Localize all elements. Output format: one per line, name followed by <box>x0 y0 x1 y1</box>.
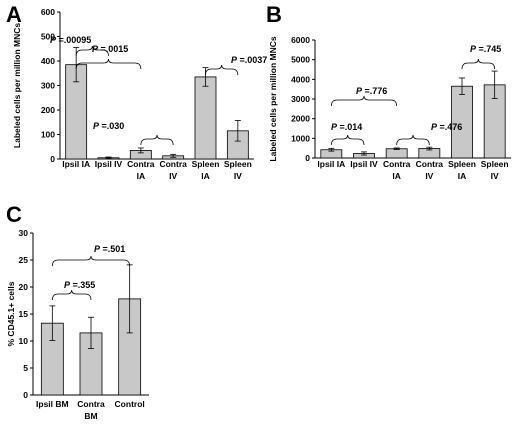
y-tick-label: 0 <box>23 390 28 400</box>
y-axis-label: % CD45.1+ cells <box>6 281 16 346</box>
p-value-label: P =.0015 <box>92 44 128 54</box>
category-label: IA <box>201 171 210 181</box>
category-label: BM <box>84 411 97 421</box>
significance-bracket <box>51 289 92 301</box>
category-label: IA <box>392 171 401 181</box>
p-value-label: P =.501 <box>94 244 125 254</box>
p-value-label: P =.745 <box>470 44 501 54</box>
p-symbol: P <box>50 35 57 45</box>
category-label: Contra <box>77 399 105 409</box>
significance-bracket <box>51 255 131 267</box>
category-label: Ipsil IV <box>95 159 123 169</box>
category-label: Spleen <box>192 159 220 169</box>
p-symbol: P <box>431 122 438 132</box>
y-tick-label: 10 <box>19 336 29 346</box>
p-value: =.745 <box>476 44 501 54</box>
category-label: Ipsil IV <box>350 159 378 169</box>
p-value: =.014 <box>337 122 362 132</box>
category-label: Contra <box>383 159 411 169</box>
y-tick-label: 500 <box>41 32 55 42</box>
y-tick-label: 30 <box>19 228 29 238</box>
p-symbol: P <box>94 244 101 254</box>
p-symbol: P <box>331 122 338 132</box>
category-label: Ipsil IA <box>317 159 345 169</box>
y-tick-label: 100 <box>41 130 55 140</box>
panel-letter: B <box>266 2 282 27</box>
p-value-label: P =.776 <box>356 86 387 96</box>
category-label: IA <box>458 171 467 181</box>
p-symbol: P <box>231 55 238 65</box>
y-tick-label: 25 <box>19 255 29 265</box>
p-value-label: P =.476 <box>431 122 462 132</box>
category-label: Spleen <box>448 159 476 169</box>
category-label: IA <box>137 171 146 181</box>
y-axis-label: Labeled cells per million MNCs <box>12 23 22 148</box>
p-value: =.476 <box>437 122 462 132</box>
y-tick-label: 200 <box>41 105 55 115</box>
significance-bracket <box>396 134 430 146</box>
category-label: IV <box>234 171 242 181</box>
bar <box>385 148 408 159</box>
y-tick-label: 0 <box>50 154 55 164</box>
significance-bracket <box>330 134 365 146</box>
y-tick-label: 3000 <box>291 94 310 104</box>
p-symbol: P <box>92 44 99 54</box>
bar <box>194 76 217 160</box>
y-tick-label: 15 <box>19 309 29 319</box>
category-label: Spleen <box>481 159 509 169</box>
panel-c: C 0 5 10 15 20 25 30 % CD45.1+ cells Ipsil BM Cont… <box>6 202 149 421</box>
p-symbol: P <box>470 44 477 54</box>
panel-b: B 0 1000 2000 3000 4000 5000 6000 Labeled cells … <box>266 2 511 181</box>
p-value: =.501 <box>100 244 125 254</box>
p-symbol: P <box>64 280 71 290</box>
y-tick-label: 20 <box>19 282 29 292</box>
significance-bracket <box>75 45 109 57</box>
y-axis-label: Labeled cells per million MNCs <box>268 36 278 161</box>
category-label: Ipsil IA <box>62 159 90 169</box>
significance-bracket <box>140 134 174 146</box>
p-value: =.00095 <box>56 35 91 45</box>
y-tick-label: 1000 <box>291 133 310 143</box>
p-value: =.355 <box>70 280 95 290</box>
category-label: IV <box>491 171 499 181</box>
panel-letter: C <box>6 202 22 227</box>
significance-bracket <box>330 95 398 107</box>
y-tick-label: 2000 <box>291 114 310 124</box>
p-value-label: P =.014 <box>331 122 362 132</box>
panel-a: A 0 100 200 300 400 500 600 Labeled cells per mi… <box>6 2 267 181</box>
y-tick-label: 4000 <box>291 74 310 84</box>
category-label: IV <box>169 171 177 181</box>
y-tick-label: 600 <box>41 7 55 17</box>
p-symbol: P <box>356 86 363 96</box>
p-symbol: P <box>93 121 100 131</box>
p-value: =.776 <box>362 86 387 96</box>
p-value: =.0037 <box>237 55 267 65</box>
y-tick-label: 400 <box>41 56 55 66</box>
significance-bracket <box>461 58 496 70</box>
p-value-label: P =.0037 <box>231 55 267 65</box>
p-value-label: P =.00095 <box>50 35 91 45</box>
category-label: Ipsil BM <box>36 399 69 409</box>
p-value: =.0015 <box>98 44 128 54</box>
y-tick-label: 5000 <box>291 55 310 65</box>
p-value-label: P =.030 <box>93 121 124 131</box>
category-label: Spleen <box>224 159 252 169</box>
category-label: Contra <box>159 159 187 169</box>
category-label: IV <box>425 171 433 181</box>
significance-bracket <box>205 64 239 76</box>
y-tick-label: 5 <box>23 363 28 373</box>
y-tick-label: 6000 <box>291 35 310 45</box>
panel-letter: A <box>6 2 22 27</box>
y-tick-label: 0 <box>305 153 310 163</box>
significance-bracket <box>75 58 142 70</box>
category-label: Control <box>115 399 145 409</box>
y-tick-label: 300 <box>41 81 55 91</box>
category-label: Contra <box>127 159 155 169</box>
p-value: =.030 <box>99 121 124 131</box>
category-label: Contra <box>416 159 444 169</box>
p-value-label: P =.355 <box>64 280 95 290</box>
